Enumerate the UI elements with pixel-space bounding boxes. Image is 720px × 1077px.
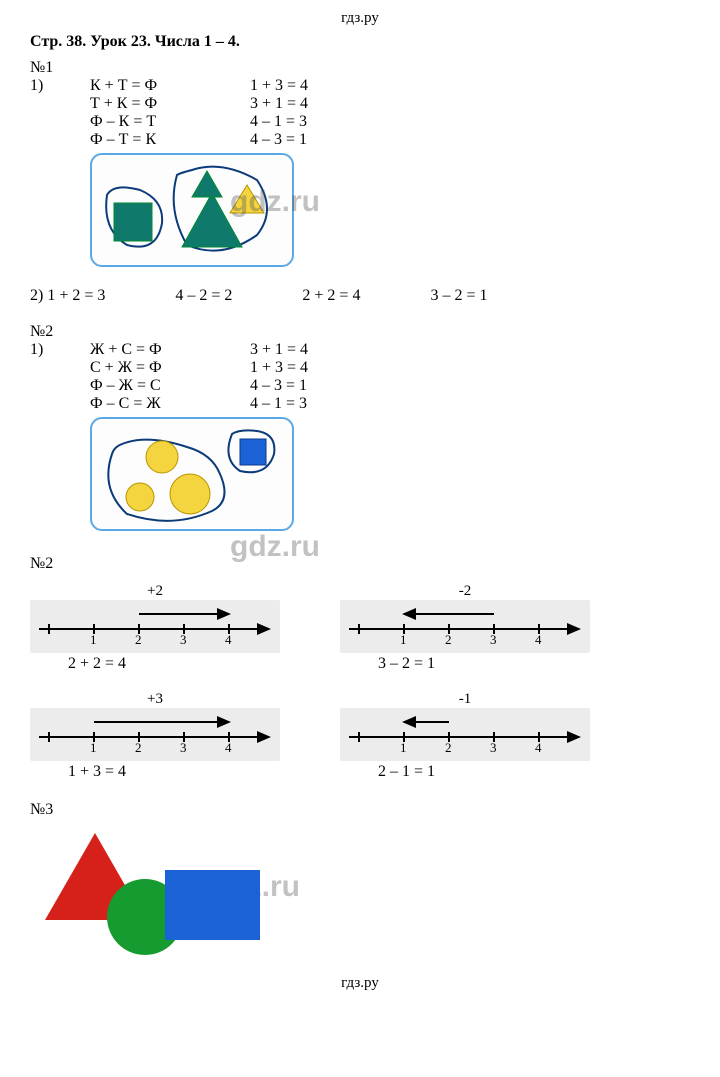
task-1-part2-eq: 4 – 2 = 2 — [175, 287, 232, 305]
svg-text:3: 3 — [180, 632, 187, 646]
svg-text:3: 3 — [490, 740, 497, 754]
svg-text:2: 2 — [445, 740, 452, 754]
numberline: 1 2 3 4 — [34, 604, 274, 646]
numberline: 1 2 3 4 — [344, 712, 584, 754]
task-1-letter-eq: Ф – К = Т — [90, 113, 250, 131]
svg-text:4: 4 — [535, 632, 542, 646]
numberline-eq: 2 + 2 = 4 — [30, 655, 280, 673]
svg-text:3: 3 — [490, 632, 497, 646]
task-2b: №2 +2 1 2 3 4 2 + 2 — [30, 555, 690, 781]
svg-text:1: 1 — [400, 632, 407, 646]
page-title: Стр. 38. Урок 23. Числа 1 – 4. — [30, 33, 690, 51]
task-1-part2-eq: 2 + 2 = 4 — [302, 287, 360, 305]
numberline-op: +3 — [30, 691, 280, 708]
task-2a-letter-eq: С + Ж = Ф — [90, 359, 250, 377]
numberline-op: -1 — [340, 691, 590, 708]
site-footer: гдз.ру — [30, 975, 690, 992]
svg-text:4: 4 — [225, 740, 232, 754]
svg-text:2: 2 — [135, 632, 142, 646]
numberline: 1 2 3 4 — [34, 712, 274, 754]
task-1-part1-label: 1) — [30, 77, 90, 95]
task-2a-num-eq: 4 – 1 = 3 — [250, 395, 410, 413]
task-1-letter-eq: Т + К = Ф — [90, 95, 250, 113]
numberline-eq: 2 – 1 = 1 — [340, 763, 590, 781]
task-1-num-eq: 4 – 3 = 1 — [250, 131, 410, 149]
task-1-letter-eq: К + Т = Ф — [90, 77, 250, 95]
task-1-num-eq: 3 + 1 = 4 — [250, 95, 410, 113]
numberline: 1 2 3 4 — [344, 604, 584, 646]
task-2a-shapes-box — [90, 417, 294, 531]
task-1-num-eq: 1 + 3 = 4 — [250, 77, 410, 95]
numberline-block: -2 1 2 3 4 3 – 2 = 1 — [340, 583, 590, 673]
task-3: №3 — [30, 801, 690, 955]
numberline-eq: 3 – 2 = 1 — [340, 655, 590, 673]
task-1-part2-eq: 2) 1 + 2 = 3 — [30, 287, 105, 305]
svg-text:2: 2 — [445, 632, 452, 646]
svg-text:4: 4 — [225, 632, 232, 646]
task-2a-num-eq: 4 – 3 = 1 — [250, 377, 410, 395]
numberline-block: -1 1 2 3 4 2 – 1 = 1 — [340, 691, 590, 781]
task-2a: №2 1) Ж + С = Ф 3 + 1 = 4 С + Ж = Ф 1 + … — [30, 323, 690, 531]
task-2a-num-eq: 3 + 1 = 4 — [250, 341, 410, 359]
site-header: гдз.ру — [30, 10, 690, 27]
task-2a-part1-label: 1) — [30, 341, 90, 359]
svg-text:1: 1 — [90, 740, 97, 754]
task-3-label: №3 — [30, 801, 690, 819]
svg-text:4: 4 — [535, 740, 542, 754]
numberline-block: +3 1 2 3 4 1 + 3 = 4 — [30, 691, 280, 781]
svg-text:3: 3 — [180, 740, 187, 754]
svg-text:1: 1 — [400, 740, 407, 754]
task-2a-letter-eq: Ф – С = Ж — [90, 395, 250, 413]
task-2a-letter-eq: Ф – Ж = С — [90, 377, 250, 395]
numberline-op: -2 — [340, 583, 590, 600]
task-1-letter-eq: Ф – Т = К — [90, 131, 250, 149]
task-2a-letter-eq: Ж + С = Ф — [90, 341, 250, 359]
task-1: №1 1) К + Т = Ф 1 + 3 = 4 Т + К = Ф 3 + … — [30, 59, 690, 305]
task-3-shapes — [30, 825, 290, 955]
task-2a-label: №2 — [30, 323, 690, 341]
task-1-shapes-box — [90, 153, 294, 267]
svg-text:2: 2 — [135, 740, 142, 754]
task-1-part2-eq: 3 – 2 = 1 — [430, 287, 487, 305]
task-2b-label: №2 — [30, 555, 690, 573]
task-1-num-eq: 4 – 1 = 3 — [250, 113, 410, 131]
task-1-label: №1 — [30, 59, 690, 77]
task-2a-num-eq: 1 + 3 = 4 — [250, 359, 410, 377]
numberline-block: +2 1 2 3 4 2 + 2 = 4 — [30, 583, 280, 673]
numberline-eq: 1 + 3 = 4 — [30, 763, 280, 781]
numberline-op: +2 — [30, 583, 280, 600]
svg-text:1: 1 — [90, 632, 97, 646]
